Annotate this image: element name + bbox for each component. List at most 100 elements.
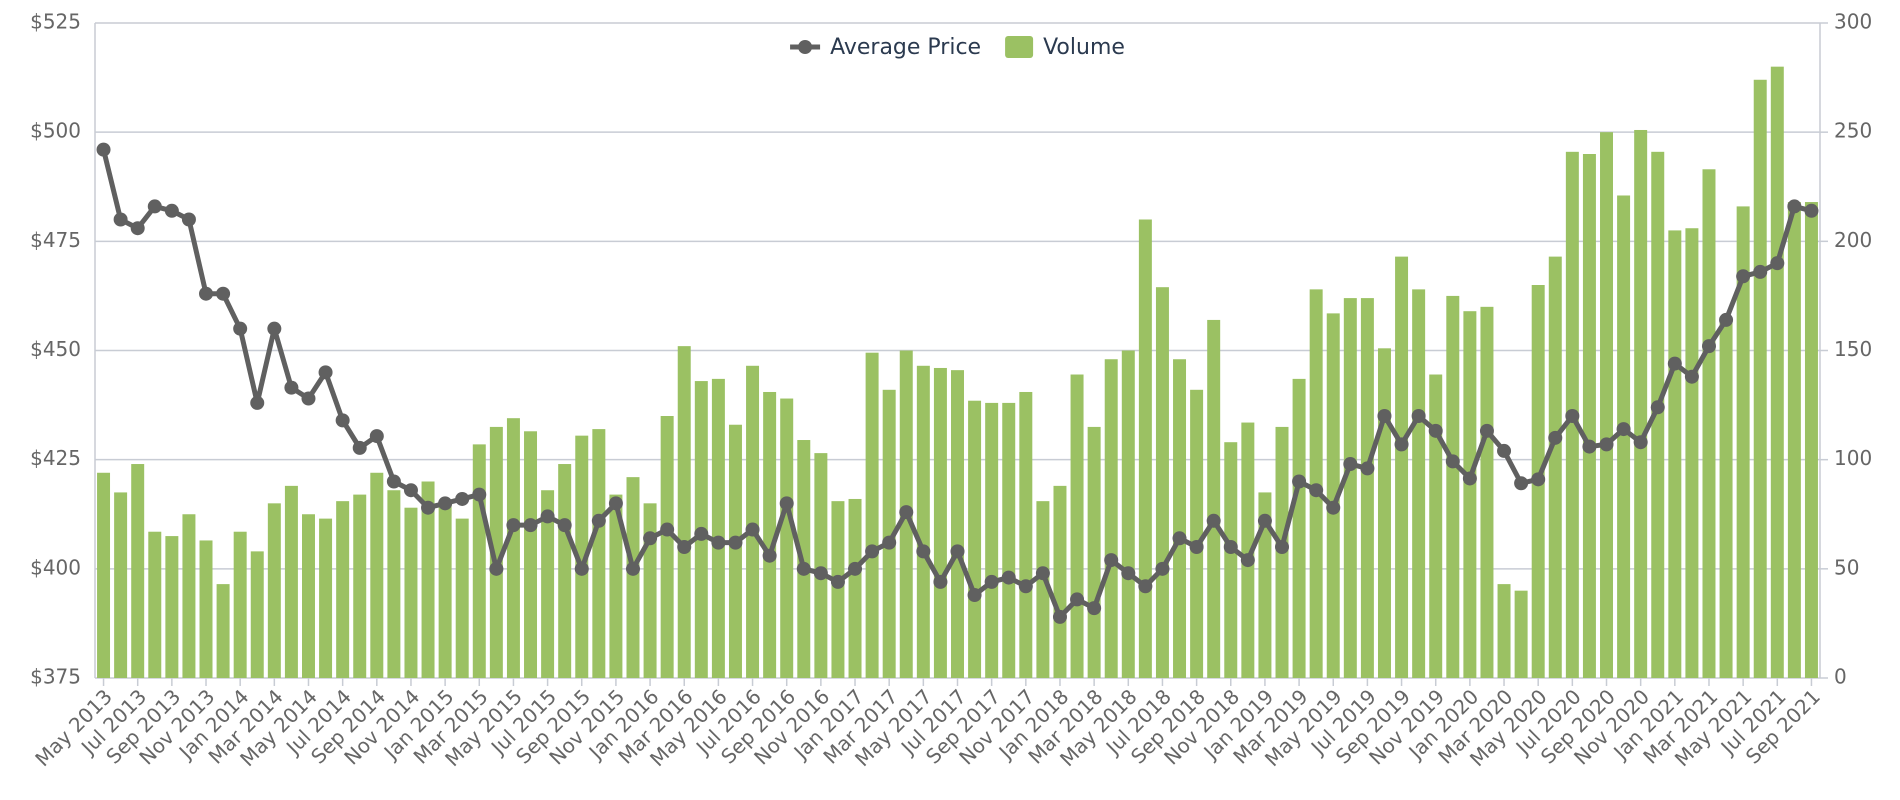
bar — [1634, 129, 1648, 678]
point — [1035, 566, 1050, 581]
bar — [763, 391, 777, 678]
bar — [1104, 359, 1118, 678]
bar — [1138, 219, 1152, 678]
point — [1719, 312, 1734, 327]
point — [181, 212, 196, 227]
bar — [1617, 195, 1631, 678]
point — [848, 561, 863, 576]
bar — [660, 416, 674, 678]
bar — [968, 400, 982, 678]
point — [369, 429, 384, 444]
point — [352, 440, 367, 455]
point — [762, 548, 777, 563]
point — [1360, 461, 1375, 476]
point — [1497, 443, 1512, 458]
bar — [233, 531, 247, 678]
bar — [541, 490, 555, 678]
point — [1445, 454, 1460, 469]
bar — [609, 494, 623, 678]
point — [318, 365, 333, 380]
point — [1633, 435, 1648, 450]
point — [130, 221, 145, 236]
bar — [404, 507, 418, 678]
point — [625, 561, 640, 576]
point — [1599, 437, 1614, 452]
point — [455, 491, 470, 506]
bar — [1719, 322, 1733, 678]
bar — [1377, 348, 1391, 678]
bar — [1685, 228, 1699, 678]
y2-tick-label: 50 — [1834, 555, 1859, 579]
point — [643, 531, 658, 546]
bar — [746, 365, 760, 678]
point — [984, 574, 999, 589]
point — [216, 286, 231, 301]
point — [882, 535, 897, 550]
y-tick-label: $400 — [30, 555, 81, 579]
bar — [148, 531, 162, 678]
point — [472, 487, 487, 502]
point — [660, 522, 675, 537]
bar — [882, 389, 896, 678]
bar — [1292, 378, 1306, 678]
point — [1070, 592, 1085, 607]
point — [1343, 457, 1358, 472]
point — [950, 544, 965, 559]
bar — [592, 429, 606, 678]
bar — [1480, 306, 1494, 678]
point — [1684, 369, 1699, 384]
bar — [1343, 298, 1357, 678]
point — [1189, 540, 1204, 554]
bar — [575, 435, 589, 678]
bar — [472, 444, 486, 678]
bar — [216, 584, 230, 678]
y2-tick-label: 300 — [1834, 10, 1872, 34]
bar — [1497, 584, 1511, 678]
point — [1770, 256, 1785, 271]
point — [1411, 409, 1426, 423]
point — [540, 509, 555, 524]
point — [933, 574, 948, 589]
y-tick-label: $525 — [30, 10, 81, 34]
point — [301, 391, 316, 406]
bar — [336, 501, 350, 678]
bar — [165, 536, 179, 678]
point — [1087, 601, 1102, 616]
point — [1155, 561, 1170, 576]
bar — [284, 485, 298, 678]
bar — [353, 494, 367, 678]
point — [1531, 472, 1546, 487]
bar — [267, 503, 281, 678]
point — [608, 496, 623, 511]
point — [1172, 531, 1187, 546]
point — [796, 561, 811, 576]
bar — [1702, 169, 1716, 679]
bar — [558, 464, 572, 678]
point — [403, 483, 418, 498]
y-tick-label: $475 — [30, 228, 81, 252]
point — [1787, 199, 1802, 214]
bar — [455, 518, 469, 678]
legend-symbol — [798, 40, 813, 54]
point — [1257, 513, 1272, 528]
point — [1667, 356, 1682, 371]
point — [967, 588, 982, 603]
point — [489, 561, 504, 576]
bar — [728, 424, 742, 678]
bar — [1173, 359, 1187, 678]
point — [267, 321, 282, 336]
bar — [489, 426, 503, 678]
bar — [421, 481, 435, 678]
point — [113, 212, 128, 227]
bar — [1753, 79, 1767, 679]
bar — [1360, 298, 1374, 678]
point — [1616, 422, 1631, 437]
bar — [1258, 492, 1272, 678]
legend-label: Volume — [1043, 35, 1125, 60]
point — [677, 540, 692, 554]
bar — [1326, 313, 1340, 678]
point — [1462, 471, 1477, 486]
bar — [1002, 402, 1016, 678]
point — [1394, 437, 1409, 452]
bar — [438, 501, 452, 678]
